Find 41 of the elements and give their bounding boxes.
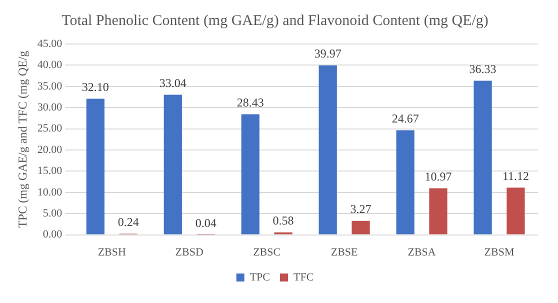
bar bbox=[86, 98, 104, 234]
bar bbox=[429, 188, 448, 234]
x-tick-label: ZBSC bbox=[253, 246, 281, 258]
data-label: 39.97 bbox=[314, 46, 342, 60]
x-tick-label: ZBSD bbox=[175, 246, 204, 258]
data-label: 32.10 bbox=[82, 80, 109, 94]
data-label: 3.27 bbox=[350, 202, 372, 216]
data-label: 11.12 bbox=[502, 168, 530, 183]
legend-label: TPC bbox=[250, 271, 270, 284]
y-tick-label: 5.00 bbox=[42, 207, 63, 220]
y-tick-label: 0.00 bbox=[42, 228, 63, 241]
data-label: 33.04 bbox=[159, 76, 186, 90]
bar bbox=[241, 114, 260, 234]
y-axis-title: TPC (mg GAE/g and TFC (mg QE/g bbox=[15, 50, 30, 228]
chart-title: Total Phenolic Content (mg GAE/g) and Flavonoid Content (mg QE/g) bbox=[62, 12, 488, 29]
bar bbox=[396, 130, 414, 234]
legend-label: TFC bbox=[294, 271, 314, 284]
bar bbox=[474, 80, 492, 234]
data-label: 0.24 bbox=[118, 214, 139, 229]
y-tick-label: 35.00 bbox=[37, 80, 63, 92]
data-label: 24.67 bbox=[392, 111, 419, 126]
y-tick-label: 40.00 bbox=[37, 59, 63, 72]
x-tick-label: ZBSH bbox=[98, 246, 126, 258]
y-tick-label: 30.00 bbox=[37, 101, 63, 114]
data-label: 10.97 bbox=[424, 169, 452, 184]
bar bbox=[318, 65, 337, 234]
bar bbox=[506, 188, 525, 234]
x-tick-label: ZBSA bbox=[408, 246, 436, 258]
x-tick-label: ZBSE bbox=[330, 246, 358, 258]
data-label: 0.58 bbox=[272, 213, 294, 228]
y-tick-label: 45.00 bbox=[37, 38, 63, 50]
data-label: 0.04 bbox=[195, 216, 216, 230]
y-tick-label: 15.00 bbox=[37, 165, 63, 178]
bar bbox=[164, 94, 182, 234]
y-tick-label: 20.00 bbox=[37, 144, 63, 156]
bar bbox=[352, 220, 370, 234]
data-label: 36.33 bbox=[469, 62, 496, 76]
y-tick-label: 25.00 bbox=[37, 122, 63, 135]
x-tick-label: ZBSM bbox=[484, 246, 514, 258]
data-label: 28.43 bbox=[236, 95, 264, 110]
y-tick-label: 10.00 bbox=[37, 186, 63, 198]
